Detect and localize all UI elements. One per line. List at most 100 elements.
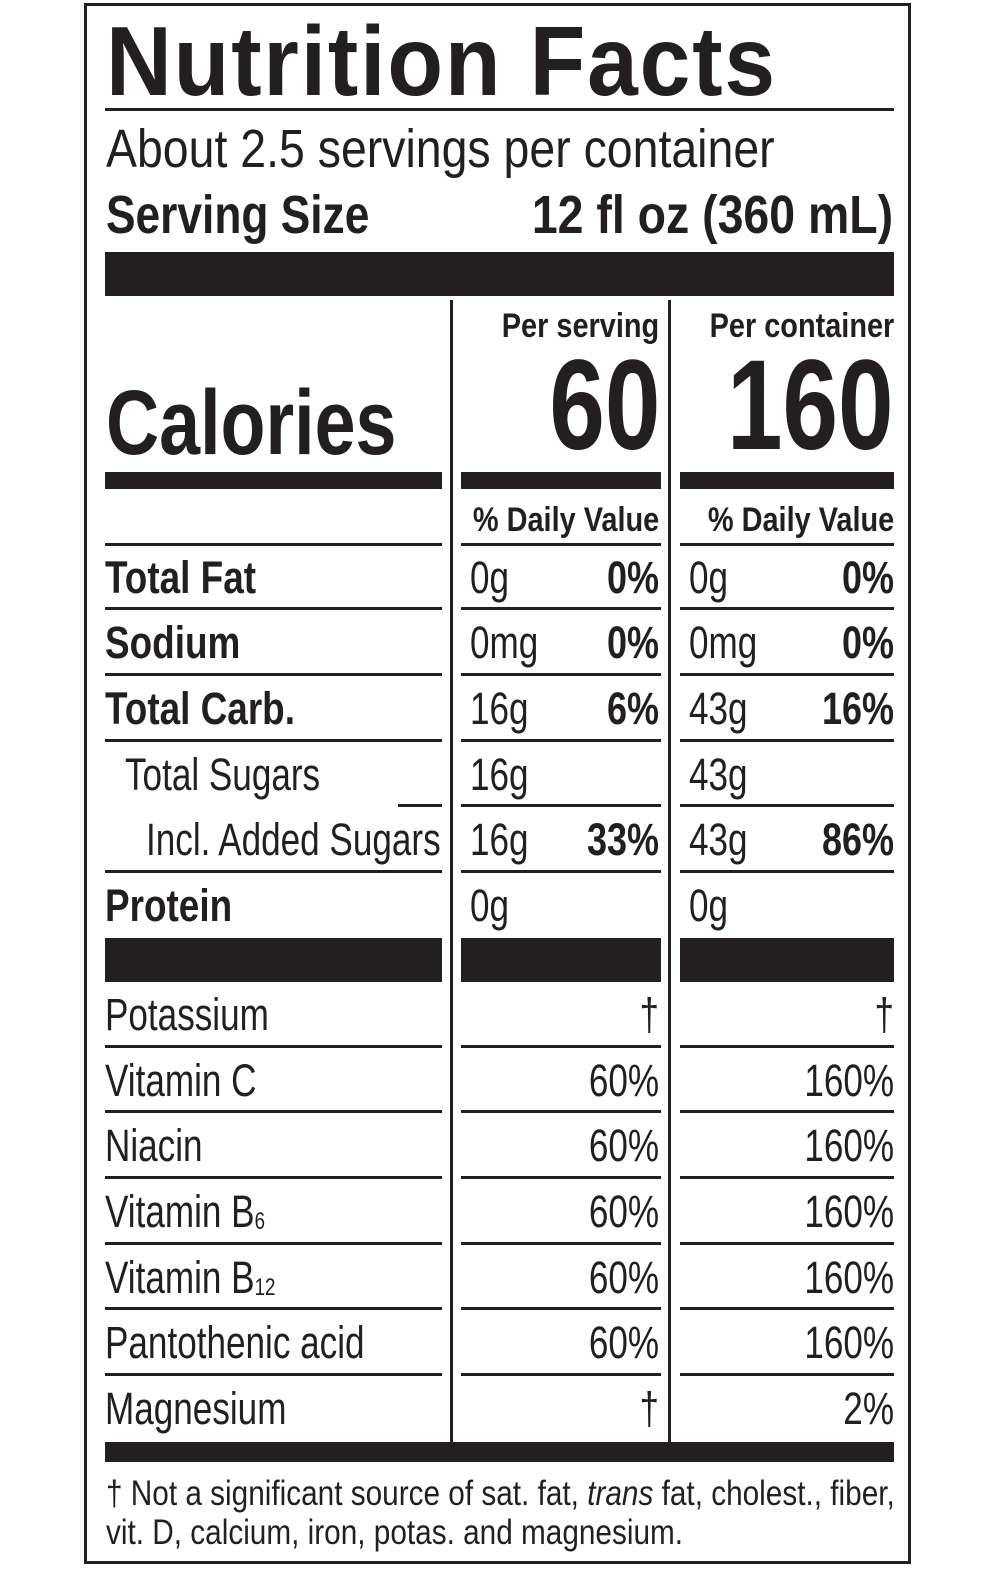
serving-daily-value: 6%	[606, 683, 659, 734]
title-rule	[105, 108, 894, 111]
rule	[105, 673, 442, 676]
container-daily-value: 16%	[821, 683, 894, 734]
rule	[105, 607, 442, 610]
rule	[461, 1045, 661, 1048]
rule	[680, 607, 894, 610]
serving-amount: 0g	[470, 880, 510, 931]
container-daily-value: 160%	[804, 1317, 894, 1368]
container-daily-value: 2%	[843, 1383, 894, 1434]
per-serving-header: Per serving	[501, 307, 659, 345]
rule	[461, 543, 661, 546]
serving-amount: 0mg	[470, 617, 539, 668]
rule	[105, 739, 442, 742]
rule	[680, 1373, 894, 1376]
container-daily-value: 160%	[804, 1252, 894, 1303]
rule	[680, 1045, 894, 1048]
nutrient-name: Total Carb.	[105, 683, 295, 734]
container-daily-value: †	[874, 989, 894, 1040]
vitamin-name: Potassium	[105, 989, 269, 1040]
calories-bar-mid	[461, 472, 661, 489]
container-amount: 43g	[689, 683, 748, 734]
nutrient-name: Protein	[105, 880, 233, 931]
nutrient-name: Sodium	[105, 617, 241, 668]
rule	[680, 804, 894, 807]
vitamin-name: Pantothenic acid	[105, 1317, 365, 1368]
column-divider-left	[450, 300, 453, 1442]
container-daily-value: 160%	[804, 1120, 894, 1171]
rule	[461, 1373, 661, 1376]
nutrition-facts-panel	[84, 3, 911, 1564]
container-daily-value: 86%	[821, 814, 894, 865]
rule	[105, 870, 442, 873]
rule	[680, 1110, 894, 1113]
rule	[105, 1307, 442, 1310]
rule	[461, 1307, 661, 1310]
footnote-line-1: † Not a significant source of sat. fat, …	[106, 1474, 895, 1513]
nutrient-name: Total Sugars	[125, 749, 321, 800]
serving-daily-value: 60%	[588, 1252, 659, 1303]
serving-amount: 16g	[470, 749, 529, 800]
container-amount: 0mg	[689, 617, 758, 668]
protein-bar-right	[680, 938, 894, 982]
rule	[680, 739, 894, 742]
calories-bar-left	[105, 472, 442, 489]
rule	[461, 870, 661, 873]
rule	[461, 673, 661, 676]
container-amount: 43g	[689, 749, 748, 800]
rule	[105, 1373, 442, 1376]
rule	[461, 739, 661, 742]
rule	[461, 1242, 661, 1245]
rule	[398, 804, 442, 807]
rule	[105, 1045, 442, 1048]
vitamin-name: Magnesium	[105, 1383, 287, 1434]
rule	[680, 1307, 894, 1310]
vitamin-name: Niacin	[105, 1120, 203, 1171]
container-amount: 0g	[689, 880, 729, 931]
rule	[680, 1242, 894, 1245]
rule	[680, 673, 894, 676]
container-daily-value: 0%	[841, 552, 894, 603]
servings-per-container: About 2.5 servings per container	[106, 119, 775, 179]
serving-amount: 16g	[470, 683, 529, 734]
rule	[105, 1110, 442, 1113]
serving-daily-value: 0%	[606, 552, 659, 603]
serving-daily-value: 0%	[606, 617, 659, 668]
container-amount: 0g	[689, 552, 729, 603]
vitamin-name: Vitamin B12	[105, 1252, 276, 1303]
daily-value-header-container: % Daily Value	[707, 501, 894, 539]
protein-bar-left	[105, 938, 442, 982]
serving-amount: 16g	[470, 814, 529, 865]
rule	[461, 1176, 661, 1179]
nutrient-name: Incl. Added Sugars	[146, 814, 441, 865]
rule	[105, 1242, 442, 1245]
vitamin-name: Vitamin B6	[105, 1186, 265, 1237]
serving-size-label: Serving Size	[106, 185, 370, 245]
nutrient-name: Total Fat	[105, 552, 257, 603]
container-daily-value: 0%	[841, 617, 894, 668]
rule	[461, 804, 661, 807]
rule	[680, 1176, 894, 1179]
footnote-bar	[105, 1442, 894, 1462]
rule	[461, 607, 661, 610]
serving-thick-bar	[105, 252, 894, 296]
rule	[680, 870, 894, 873]
calories-bar-right	[680, 472, 894, 489]
rule	[105, 1176, 442, 1179]
container-daily-value: 160%	[804, 1055, 894, 1106]
serving-size-value: 12 fl oz (360 mL)	[531, 185, 893, 245]
footnote: † Not a significant source of sat. fat, …	[106, 1474, 1000, 1552]
footnote-line-2: vit. D, calcium, iron, potas. and magnes…	[106, 1513, 684, 1552]
rule	[680, 543, 894, 546]
per-container-header: Per container	[709, 307, 894, 345]
serving-daily-value: †	[639, 1383, 659, 1434]
serving-daily-value: 33%	[586, 814, 659, 865]
serving-daily-value: 60%	[588, 1317, 659, 1368]
serving-amount: 0g	[470, 552, 510, 603]
calories-per-container: 160	[727, 334, 894, 477]
column-divider-right	[668, 300, 671, 1442]
protein-bar-mid	[461, 938, 661, 982]
serving-daily-value: 60%	[588, 1120, 659, 1171]
calories-label: Calories	[106, 372, 397, 474]
daily-value-header-serving: % Daily Value	[472, 501, 659, 539]
rule	[461, 1110, 661, 1113]
